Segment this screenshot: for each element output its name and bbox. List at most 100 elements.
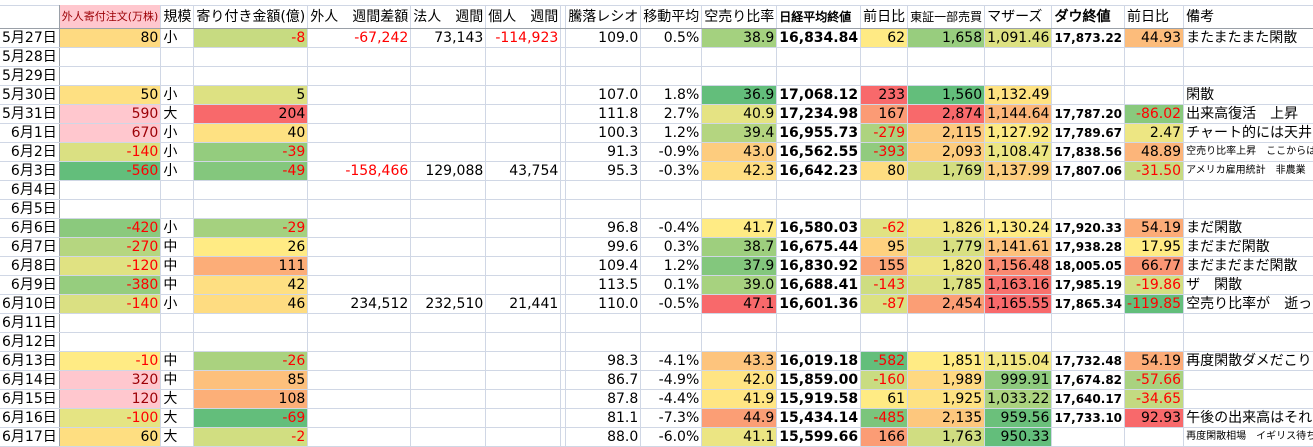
cell-blank[interactable]	[560, 28, 567, 48]
cell-individual-weekly[interactable]	[485, 370, 562, 390]
cell-foreign-weekly[interactable]	[307, 370, 412, 390]
cell-blank[interactable]	[560, 180, 567, 200]
header-tse-volume[interactable]: 東証一部売買	[907, 5, 986, 29]
cell-foreign-weekly[interactable]	[307, 142, 412, 162]
cell-nikkei-close[interactable]: 16,830.92	[776, 256, 862, 276]
cell-foreign-opening-orders[interactable]	[59, 332, 162, 352]
header-date[interactable]	[0, 5, 60, 29]
cell-individual-weekly[interactable]	[485, 123, 562, 143]
cell-mothers[interactable]: 959.56	[984, 408, 1053, 428]
cell-remarks[interactable]	[1183, 313, 1313, 333]
cell-foreign-opening-orders[interactable]: 590	[59, 104, 162, 124]
cell-nikkei-close[interactable]: 16,601.36	[776, 294, 862, 314]
cell-individual-weekly[interactable]: -114,923	[485, 28, 562, 48]
cell-remarks[interactable]: まだまだまだ閑散	[1183, 256, 1313, 276]
cell-opening-amount[interactable]: 26	[193, 237, 309, 257]
cell-foreign-weekly[interactable]	[307, 123, 412, 143]
cell-nikkei-close[interactable]: 16,675.44	[776, 237, 862, 257]
cell-tse-volume[interactable]: 1,925	[907, 389, 986, 409]
cell-corporate-weekly[interactable]	[410, 123, 487, 143]
cell-individual-weekly[interactable]	[485, 256, 562, 276]
cell-opening-amount[interactable]: 42	[193, 275, 309, 295]
cell-nikkei-change[interactable]: -160	[860, 370, 909, 390]
cell-foreign-weekly[interactable]	[307, 47, 412, 67]
cell-nikkei-close[interactable]	[776, 332, 862, 352]
cell-foreign-opening-orders[interactable]: -420	[59, 218, 162, 238]
cell-advance-decline-ratio[interactable]	[565, 332, 642, 352]
cell-moving-average[interactable]: -0.9%	[640, 142, 703, 162]
cell-opening-amount[interactable]: 5	[193, 85, 309, 105]
cell-blank[interactable]	[560, 313, 567, 333]
cell-mothers[interactable]: 950.33	[984, 427, 1053, 447]
cell-advance-decline-ratio[interactable]	[565, 180, 642, 200]
cell-nikkei-close[interactable]: 16,955.73	[776, 123, 862, 143]
cell-opening-amount[interactable]: 111	[193, 256, 309, 276]
cell-date[interactable]: 6月3日	[0, 161, 60, 181]
cell-date[interactable]: 6月1日	[0, 123, 60, 143]
cell-short-sell-ratio[interactable]	[701, 313, 778, 333]
cell-mothers[interactable]	[984, 47, 1053, 67]
cell-dow-close[interactable]	[1051, 180, 1126, 200]
cell-opening-amount[interactable]: -29	[193, 218, 309, 238]
cell-dow-close[interactable]	[1051, 85, 1126, 105]
cell-mothers[interactable]: 999.91	[984, 370, 1053, 390]
cell-foreign-weekly[interactable]	[307, 180, 412, 200]
header-individual-weekly[interactable]: 個人 週間	[485, 5, 562, 29]
cell-blank[interactable]	[560, 66, 567, 86]
cell-remarks[interactable]	[1183, 199, 1313, 219]
cell-foreign-weekly[interactable]	[307, 218, 412, 238]
cell-nikkei-change[interactable]: -143	[860, 275, 909, 295]
cell-nikkei-change[interactable]	[860, 66, 909, 86]
cell-dow-change[interactable]: -86.02	[1124, 104, 1185, 124]
cell-nikkei-close[interactable]	[776, 313, 862, 333]
cell-individual-weekly[interactable]	[485, 180, 562, 200]
cell-size[interactable]: 小	[160, 123, 195, 143]
cell-foreign-weekly[interactable]: -158,466	[307, 161, 412, 181]
cell-foreign-opening-orders[interactable]: -120	[59, 256, 162, 276]
cell-size[interactable]: 小	[160, 218, 195, 238]
cell-remarks[interactable]: 再度閑散相場 イギリス待ち	[1183, 427, 1313, 447]
cell-nikkei-close[interactable]	[776, 199, 862, 219]
cell-dow-change[interactable]	[1124, 180, 1185, 200]
cell-short-sell-ratio[interactable]: 41.7	[701, 218, 778, 238]
cell-mothers[interactable]: 1,127.92	[984, 123, 1053, 143]
cell-dow-close[interactable]: 17,938.28	[1051, 237, 1126, 257]
cell-blank[interactable]	[560, 161, 567, 181]
header-advance-decline-ratio[interactable]: 騰落レシオ	[565, 5, 642, 29]
cell-advance-decline-ratio[interactable]	[565, 313, 642, 333]
cell-foreign-weekly[interactable]	[307, 199, 412, 219]
cell-nikkei-close[interactable]: 16,562.55	[776, 142, 862, 162]
cell-mothers[interactable]: 1,091.46	[984, 28, 1053, 48]
cell-dow-change[interactable]: -57.66	[1124, 370, 1185, 390]
cell-foreign-opening-orders[interactable]: 80	[59, 28, 162, 48]
cell-date[interactable]: 5月27日	[0, 28, 60, 48]
cell-nikkei-close[interactable]: 15,434.14	[776, 408, 862, 428]
cell-dow-close[interactable]: 17,807.06	[1051, 161, 1126, 181]
cell-blank[interactable]	[560, 332, 567, 352]
cell-remarks[interactable]	[1183, 66, 1313, 86]
cell-size[interactable]: 大	[160, 104, 195, 124]
cell-short-sell-ratio[interactable]: 39.0	[701, 275, 778, 295]
cell-dow-close[interactable]: 17,873.22	[1051, 28, 1126, 48]
cell-mothers[interactable]: 1,033.22	[984, 389, 1053, 409]
cell-nikkei-change[interactable]: -485	[860, 408, 909, 428]
cell-individual-weekly[interactable]	[485, 142, 562, 162]
cell-moving-average[interactable]: -7.3%	[640, 408, 703, 428]
cell-corporate-weekly[interactable]	[410, 389, 487, 409]
cell-remarks[interactable]	[1183, 47, 1313, 67]
cell-opening-amount[interactable]	[193, 180, 309, 200]
cell-corporate-weekly[interactable]	[410, 370, 487, 390]
cell-short-sell-ratio[interactable]	[701, 332, 778, 352]
cell-opening-amount[interactable]: -8	[193, 28, 309, 48]
cell-opening-amount[interactable]: 204	[193, 104, 309, 124]
cell-dow-change[interactable]	[1124, 427, 1185, 447]
cell-mothers[interactable]: 1,132.49	[984, 85, 1053, 105]
cell-individual-weekly[interactable]	[485, 389, 562, 409]
cell-moving-average[interactable]	[640, 332, 703, 352]
cell-opening-amount[interactable]	[193, 313, 309, 333]
cell-size[interactable]: 大	[160, 408, 195, 428]
cell-nikkei-close[interactable]: 15,599.66	[776, 427, 862, 447]
cell-tse-volume[interactable]: 1,560	[907, 85, 986, 105]
cell-individual-weekly[interactable]	[485, 85, 562, 105]
cell-corporate-weekly[interactable]	[410, 427, 487, 447]
